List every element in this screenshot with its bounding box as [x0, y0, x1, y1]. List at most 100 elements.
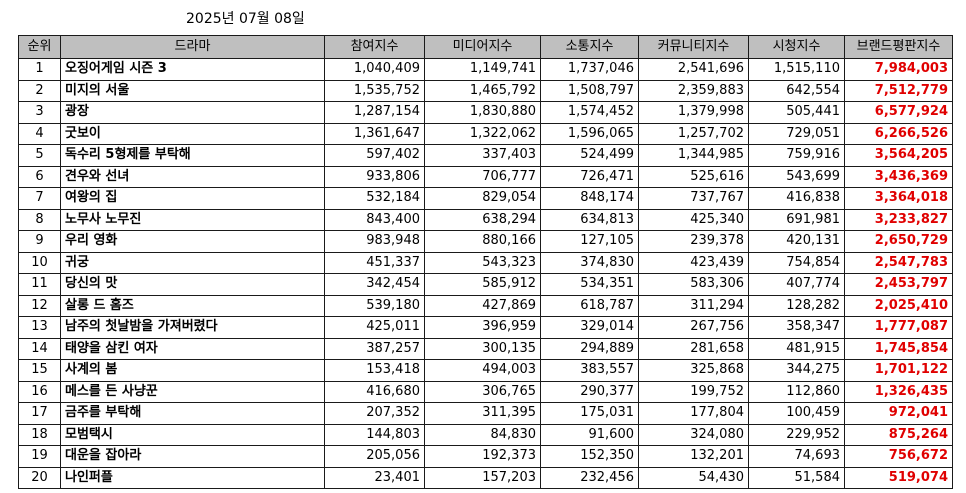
- participation-index: 843,400: [324, 208, 425, 231]
- community-index: 324,080: [638, 423, 749, 446]
- brand-reputation-index: 2,453,797: [844, 273, 953, 296]
- table-row: 11 당신의 맛 342,454 585,912 534,351 583,306 407,7…: [18, 273, 953, 296]
- communication-index: 848,174: [540, 187, 639, 210]
- table-row: 7 여왕의 집 532,184 829,054 848,174 737,767 416,83…: [18, 187, 953, 210]
- viewing-index: 407,774: [748, 273, 845, 296]
- header-row: 순위 드라마 참여지수 미디어지수 소통지수 커뮤니티지수 시청지수 브랜드평판…: [18, 35, 953, 59]
- brand-reputation-index: 972,041: [844, 402, 953, 425]
- communication-index: 618,787: [540, 294, 639, 317]
- viewing-index: 505,441: [748, 101, 845, 124]
- rank-cell: 4: [18, 122, 61, 145]
- participation-index: 416,680: [324, 380, 425, 403]
- header-media: 미디어지수: [424, 35, 541, 59]
- brand-reputation-index: 7,984,003: [844, 58, 953, 81]
- viewing-index: 358,347: [748, 316, 845, 339]
- participation-index: 387,257: [324, 337, 425, 360]
- media-index: 1,322,062: [424, 122, 541, 145]
- media-index: 157,203: [424, 466, 541, 489]
- rank-cell: 18: [18, 423, 61, 446]
- drama-title: 대운을 잡아라: [60, 445, 325, 468]
- rank-cell: 13: [18, 316, 61, 339]
- viewing-index: 1,515,110: [748, 58, 845, 81]
- media-index: 427,869: [424, 294, 541, 317]
- rank-cell: 5: [18, 144, 61, 167]
- drama-title: 남주의 첫날밤을 가져버렸다: [60, 316, 325, 339]
- communication-index: 127,105: [540, 230, 639, 253]
- table-row: 9 우리 영화 983,948 880,166 127,105 239,378 420,13…: [18, 230, 953, 253]
- participation-index: 539,180: [324, 294, 425, 317]
- community-index: 1,379,998: [638, 101, 749, 124]
- brand-reputation-index: 3,364,018: [844, 187, 953, 210]
- participation-index: 23,401: [324, 466, 425, 489]
- rank-cell: 15: [18, 359, 61, 382]
- rank-cell: 2: [18, 79, 61, 102]
- media-index: 1,149,741: [424, 58, 541, 81]
- participation-index: 451,337: [324, 251, 425, 274]
- brand-reputation-index: 519,074: [844, 466, 953, 489]
- media-index: 1,830,880: [424, 101, 541, 124]
- communication-index: 152,350: [540, 445, 639, 468]
- table-row: 4 굿보이 1,361,647 1,322,062 1,596,065 1,257,702…: [18, 122, 953, 145]
- media-index: 706,777: [424, 165, 541, 188]
- table-row: 8 노무사 노무진 843,400 638,294 634,813 425,340 691,…: [18, 208, 953, 231]
- community-index: 311,294: [638, 294, 749, 317]
- media-index: 311,395: [424, 402, 541, 425]
- rank-cell: 20: [18, 466, 61, 489]
- brand-reputation-index: 3,233,827: [844, 208, 953, 231]
- participation-index: 1,040,409: [324, 58, 425, 81]
- viewing-index: 74,693: [748, 445, 845, 468]
- participation-index: 983,948: [324, 230, 425, 253]
- communication-index: 524,499: [540, 144, 639, 167]
- media-index: 396,959: [424, 316, 541, 339]
- rank-cell: 6: [18, 165, 61, 188]
- participation-index: 144,803: [324, 423, 425, 446]
- table-row: 15 사계의 봄 153,418 494,003 383,557 325,868 344,2…: [18, 359, 953, 382]
- community-index: 1,257,702: [638, 122, 749, 145]
- media-index: 829,054: [424, 187, 541, 210]
- communication-index: 175,031: [540, 402, 639, 425]
- table-row: 19 대운을 잡아라 205,056 192,373 152,350 132,201 74,…: [18, 445, 953, 468]
- participation-index: 532,184: [324, 187, 425, 210]
- table-row: 13 남주의 첫날밤을 가져버렸다 425,011 396,959 329,014 267…: [18, 316, 953, 339]
- community-index: 199,752: [638, 380, 749, 403]
- viewing-index: 759,916: [748, 144, 845, 167]
- rank-cell: 14: [18, 337, 61, 360]
- communication-index: 534,351: [540, 273, 639, 296]
- table-row: 3 광장 1,287,154 1,830,880 1,574,452 1,379,998 5…: [18, 101, 953, 124]
- table-row: 14 태양을 삼킨 여자 387,257 300,135 294,889 281,658 4…: [18, 337, 953, 360]
- drama-title: 메스를 든 사냥꾼: [60, 380, 325, 403]
- participation-index: 342,454: [324, 273, 425, 296]
- brand-reputation-index: 2,547,783: [844, 251, 953, 274]
- header-viewing: 시청지수: [748, 35, 845, 59]
- participation-index: 1,361,647: [324, 122, 425, 145]
- viewing-index: 543,699: [748, 165, 845, 188]
- table-row: 2 미지의 서울 1,535,752 1,465,792 1,508,797 2,359,…: [18, 79, 953, 102]
- brand-reputation-index: 2,650,729: [844, 230, 953, 253]
- viewing-index: 416,838: [748, 187, 845, 210]
- community-index: 423,439: [638, 251, 749, 274]
- media-index: 494,003: [424, 359, 541, 382]
- media-index: 300,135: [424, 337, 541, 360]
- media-index: 84,830: [424, 423, 541, 446]
- community-index: 281,658: [638, 337, 749, 360]
- table-row: 10 귀궁 451,337 543,323 374,830 423,439 754,854 2…: [18, 251, 953, 274]
- media-index: 880,166: [424, 230, 541, 253]
- community-index: 583,306: [638, 273, 749, 296]
- viewing-index: 128,282: [748, 294, 845, 317]
- drama-title: 노무사 노무진: [60, 208, 325, 231]
- community-index: 177,804: [638, 402, 749, 425]
- viewing-index: 754,854: [748, 251, 845, 274]
- community-index: 2,541,696: [638, 58, 749, 81]
- drama-title: 귀궁: [60, 251, 325, 274]
- community-index: 325,868: [638, 359, 749, 382]
- rank-cell: 7: [18, 187, 61, 210]
- rank-cell: 1: [18, 58, 61, 81]
- drama-title: 살롱 드 홈즈: [60, 294, 325, 317]
- table-row: 17 금주를 부탁해 207,352 311,395 175,031 177,804 100…: [18, 402, 953, 425]
- header-community: 커뮤니티지수: [638, 35, 749, 59]
- brand-reputation-index: 1,326,435: [844, 380, 953, 403]
- brand-reputation-index: 875,264: [844, 423, 953, 446]
- rank-cell: 9: [18, 230, 61, 253]
- communication-index: 294,889: [540, 337, 639, 360]
- participation-index: 153,418: [324, 359, 425, 382]
